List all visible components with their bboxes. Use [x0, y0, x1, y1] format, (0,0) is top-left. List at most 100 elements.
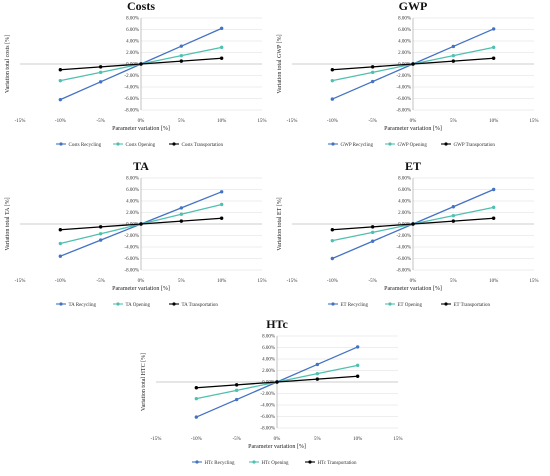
x-tick-label: 5%	[314, 437, 321, 442]
data-point-opening	[234, 388, 239, 393]
data-point-opening	[315, 371, 320, 376]
x-tick-label: 15%	[257, 119, 266, 124]
legend-marker-transportation	[308, 460, 312, 464]
data-point-opening	[491, 45, 496, 50]
x-tick-label: 15%	[529, 119, 538, 124]
x-tick-label: 0%	[274, 437, 281, 442]
legend-marker-transportation	[172, 302, 176, 306]
x-tick-label: 5%	[450, 279, 457, 284]
chart-et: ET -8.00% -6.00% -4.00% -2.00% 0.00% 2.00% 4.00…	[272, 159, 542, 318]
y-tick-label: 2.00%	[126, 211, 139, 216]
data-point-recycling	[370, 79, 375, 84]
chart-costs: Costs -8.00% -6.00% -4.00% -2.00% 0.00% 2.00% 4…	[0, 0, 270, 158]
y-tick-label: 4.00%	[126, 40, 139, 45]
x-tick-label: 0%	[410, 279, 417, 284]
y-tick-label: 4.00%	[126, 200, 139, 205]
legend-marker-recycling	[59, 302, 63, 306]
data-point-transportation	[315, 377, 320, 381]
x-axis-label: Parameter variation [%]	[248, 444, 306, 450]
y-tick-label: 8.00%	[262, 335, 275, 340]
legend-label-recycling: Costs Recycling	[69, 143, 102, 148]
legend-marker-opening	[252, 460, 256, 464]
y-tick-label: 4.00%	[398, 40, 411, 45]
data-point-transportation	[355, 374, 360, 378]
legend-label-transportation: TA Transportation	[182, 303, 219, 308]
data-point-transportation	[219, 56, 224, 60]
data-point-opening	[370, 70, 375, 75]
chart-ta-svg: TA-8.00%-6.00%-4.00%-2.00%0.00%2.00%4.00…	[5, 159, 267, 308]
data-point-opening	[98, 70, 103, 75]
x-tick-label: -15%	[287, 279, 298, 284]
y-tick-label: -6.00%	[124, 97, 139, 102]
legend-label-opening: ET Opening	[398, 303, 423, 308]
x-tick-label: -15%	[15, 119, 26, 124]
x-tick-label: -10%	[327, 279, 338, 284]
y-tick-label: -6.00%	[124, 257, 139, 262]
y-tick-label: -8.00%	[124, 269, 139, 274]
data-point-opening	[219, 202, 224, 207]
y-tick-label: -8.00%	[124, 109, 139, 114]
y-tick-label: -2.00%	[396, 234, 411, 239]
data-point-opening	[451, 213, 456, 218]
data-point-opening	[179, 53, 184, 58]
data-point-recycling	[58, 254, 63, 258]
y-tick-label: 6.00%	[126, 28, 139, 33]
y-tick-label: 6.00%	[398, 28, 411, 33]
x-tick-label: 5%	[178, 279, 185, 284]
legend-label-recycling: HTc Recycling	[205, 461, 236, 466]
legend-label-transportation: GWP Transportation	[454, 143, 496, 148]
data-point-transportation	[330, 228, 335, 232]
data-point-transportation	[139, 62, 143, 66]
legend-marker-recycling	[331, 302, 335, 306]
legend-marker-recycling	[59, 142, 63, 146]
data-point-transportation	[194, 386, 199, 390]
chart-ta: TA -8.00% -6.00% -4.00% -2.00% 0.00% 2.00% 4.00…	[0, 159, 270, 318]
data-point-transportation	[219, 216, 224, 220]
data-point-recycling	[491, 27, 496, 31]
data-point-opening	[355, 363, 360, 368]
data-point-transportation	[491, 216, 496, 220]
y-tick-label: -8.00%	[396, 109, 411, 114]
y-tick-label: -4.00%	[260, 404, 275, 409]
y-tick-label: -8.00%	[396, 269, 411, 274]
y-tick-label: -4.00%	[396, 246, 411, 251]
y-tick-label: -2.00%	[124, 234, 139, 239]
legend-marker-recycling	[195, 460, 199, 464]
legend-marker-opening	[388, 302, 392, 306]
y-axis-label: Variation total ET [%]	[277, 197, 283, 250]
data-point-recycling	[491, 187, 496, 192]
data-point-opening	[58, 241, 63, 246]
legend-label-opening: Costs Opening	[126, 143, 156, 148]
x-tick-label: -10%	[55, 279, 66, 284]
x-tick-label: -10%	[327, 119, 338, 124]
y-tick-label: -6.00%	[260, 415, 275, 420]
x-axis-label: Parameter variation [%]	[112, 286, 170, 292]
x-tick-label: 15%	[393, 437, 402, 442]
data-point-recycling	[355, 345, 360, 349]
data-point-transportation	[179, 59, 184, 63]
y-tick-label: 6.00%	[398, 188, 411, 193]
legend-label-opening: TA Opening	[126, 303, 151, 308]
y-tick-label: -8.00%	[260, 427, 275, 432]
data-point-transportation	[275, 380, 279, 384]
y-tick-label: -2.00%	[124, 74, 139, 79]
data-point-opening	[194, 396, 199, 401]
legend-marker-transportation	[172, 142, 176, 146]
data-point-recycling	[315, 362, 320, 367]
data-point-opening	[370, 230, 375, 235]
y-tick-label: -2.00%	[260, 392, 275, 397]
y-tick-label: 8.00%	[398, 17, 411, 22]
y-axis-label: Variation total GWP [%]	[277, 34, 283, 93]
data-point-recycling	[370, 239, 375, 243]
data-point-opening	[330, 238, 335, 243]
data-point-recycling	[194, 415, 199, 419]
y-tick-label: -4.00%	[124, 246, 139, 251]
y-tick-label: -6.00%	[396, 97, 411, 102]
data-point-transportation	[370, 225, 375, 229]
x-tick-label: -15%	[15, 279, 26, 284]
x-tick-label: -15%	[151, 437, 162, 442]
legend-marker-transportation	[444, 142, 448, 146]
data-point-opening	[330, 78, 335, 83]
data-point-opening	[179, 212, 184, 216]
chart-et-svg: ET-8.00%-6.00%-4.00%-2.00%0.00%2.00%4.00…	[277, 159, 539, 308]
